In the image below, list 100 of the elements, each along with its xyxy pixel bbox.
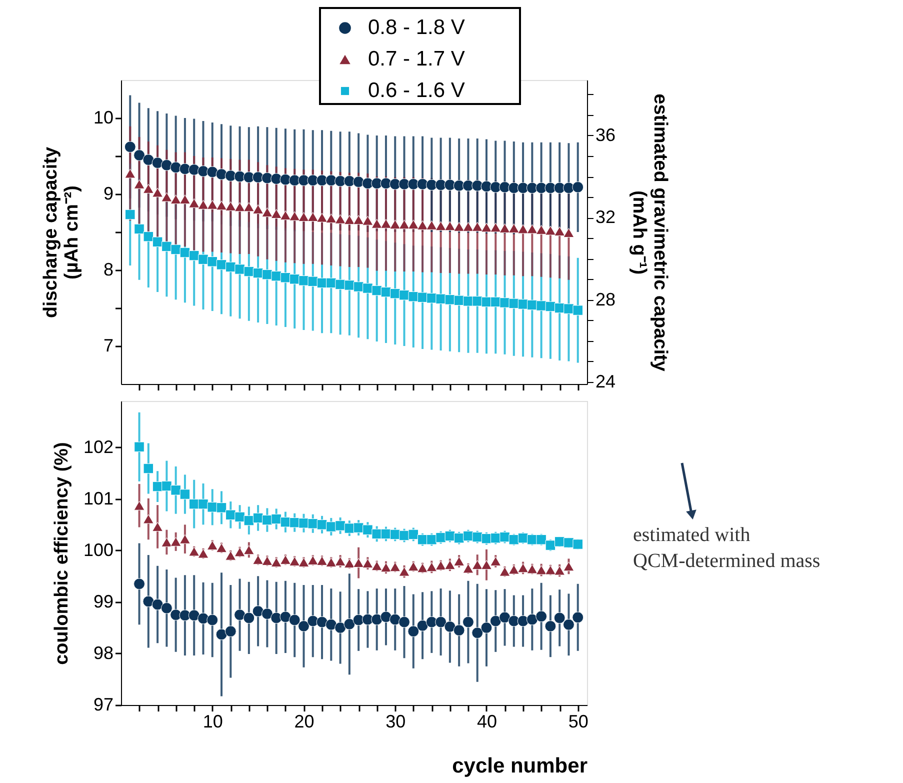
- point: [152, 598, 164, 610]
- point: [161, 192, 172, 202]
- point: [234, 609, 246, 621]
- point: [508, 534, 520, 545]
- point: [526, 224, 538, 234]
- x-tick-label: 10: [202, 712, 223, 732]
- point: [500, 298, 510, 308]
- point: [206, 614, 218, 626]
- point: [180, 194, 190, 204]
- point: [517, 182, 529, 194]
- point: [207, 256, 218, 267]
- point: [316, 556, 328, 566]
- point: [352, 176, 364, 188]
- point: [352, 614, 364, 626]
- point: [326, 278, 336, 288]
- point: [198, 548, 209, 558]
- point: [417, 292, 428, 302]
- point: [188, 546, 200, 556]
- point: [472, 532, 482, 542]
- point: [518, 299, 528, 310]
- point: [462, 180, 474, 192]
- point: [280, 516, 291, 528]
- point: [216, 502, 227, 513]
- point: [298, 212, 310, 222]
- point: [426, 616, 438, 628]
- point: [280, 272, 291, 283]
- point: [436, 294, 446, 304]
- point: [563, 228, 574, 238]
- point: [435, 221, 446, 231]
- point: [326, 214, 337, 224]
- point: [143, 231, 154, 242]
- point: [198, 165, 209, 177]
- point: [554, 182, 566, 194]
- point: [536, 534, 546, 545]
- point: [508, 298, 520, 309]
- point: [271, 270, 282, 282]
- point: [252, 204, 264, 214]
- point: [344, 175, 356, 187]
- point: [544, 620, 556, 632]
- point: [134, 578, 145, 590]
- point: [298, 174, 310, 186]
- point: [453, 624, 465, 636]
- point: [152, 188, 163, 198]
- point: [216, 260, 227, 270]
- point: [262, 208, 273, 217]
- point: [124, 168, 136, 178]
- point: [554, 612, 566, 624]
- point: [518, 224, 528, 234]
- point: [536, 610, 548, 622]
- point: [527, 534, 538, 545]
- point: [408, 291, 419, 302]
- point: [426, 292, 437, 304]
- point: [454, 532, 464, 544]
- point: [344, 523, 355, 534]
- point: [545, 226, 556, 236]
- point: [252, 172, 264, 183]
- point: [554, 226, 566, 236]
- point: [344, 558, 355, 568]
- legend-label: 0.8 - 1.8 V: [368, 16, 465, 39]
- point: [462, 564, 474, 574]
- point: [362, 216, 374, 226]
- y-tick-label: 102: [83, 436, 114, 457]
- point: [353, 558, 364, 568]
- point: [435, 560, 446, 570]
- point: [308, 518, 318, 529]
- point: [417, 563, 428, 573]
- point: [444, 221, 456, 231]
- point: [152, 522, 163, 532]
- y-tick-label: 7: [103, 336, 114, 356]
- point: [134, 500, 145, 510]
- point: [389, 178, 401, 190]
- point: [170, 244, 181, 255]
- y-tick-label: 10: [93, 108, 114, 128]
- point: [179, 163, 191, 175]
- point: [198, 254, 208, 264]
- point: [335, 279, 346, 290]
- point: [462, 616, 474, 628]
- point: [316, 278, 328, 288]
- point: [353, 282, 364, 292]
- point: [125, 209, 136, 220]
- point: [262, 556, 273, 566]
- y-tick-label: 99: [93, 591, 114, 612]
- point: [554, 566, 566, 576]
- point: [142, 514, 154, 524]
- point: [380, 528, 392, 540]
- point: [161, 537, 172, 547]
- point: [499, 181, 510, 193]
- point: [307, 555, 318, 565]
- point: [216, 168, 228, 180]
- point: [481, 533, 492, 544]
- point: [517, 615, 529, 627]
- point: [325, 618, 337, 630]
- point: [252, 554, 264, 564]
- point: [289, 274, 300, 284]
- point: [216, 543, 227, 553]
- point: [326, 522, 336, 532]
- point: [408, 220, 419, 230]
- point: [518, 532, 528, 544]
- point: [362, 283, 373, 294]
- y-tick-label: 97: [93, 694, 114, 714]
